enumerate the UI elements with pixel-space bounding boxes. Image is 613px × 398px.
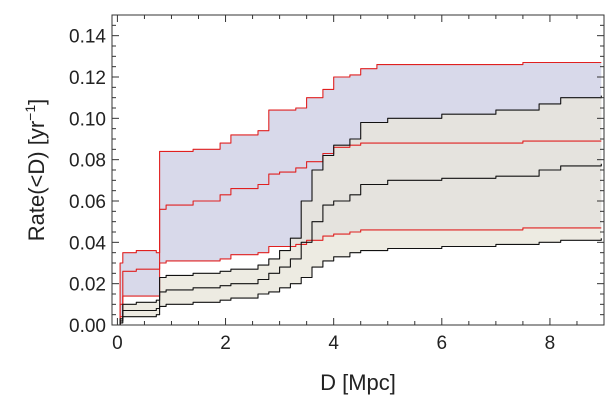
y-axis-title-exponent: −1: [22, 105, 38, 121]
y-axis-title-suffix: ]: [24, 99, 49, 105]
bands-layer: [117, 62, 602, 325]
ticks-layer: [112, 14, 605, 326]
y-tick-label: 0.00: [69, 316, 106, 337]
series-black-middle-line: [117, 163, 602, 326]
x-tick-label: 4: [328, 333, 339, 354]
y-tick-label: 0.06: [69, 192, 106, 213]
band-black-fill: [117, 95, 602, 325]
labels-layer: 0 2 4 6 8 0.00 0.02 0.04 0.06 0.08 0.10 0.12 0.14: [69, 27, 555, 354]
x-tick-label: 6: [437, 333, 448, 354]
x-tick-label: 0: [112, 333, 123, 354]
series-red-middle-line: [117, 140, 602, 326]
x-tick-label: 2: [220, 333, 231, 354]
y-tick-label: 0.10: [69, 109, 106, 130]
y-tick-label: 0.12: [69, 68, 106, 89]
series-black-upper-line: [117, 95, 602, 326]
y-tick-label: 0.04: [69, 233, 106, 254]
y-tick-label: 0.02: [69, 275, 106, 296]
x-axis-title: D [Mpc]: [320, 370, 396, 395]
y-axis-title-prefix: Rate(<D) [yr: [24, 121, 49, 241]
series-red-lower-line: [117, 227, 602, 326]
y-tick-label: 0.08: [69, 151, 106, 172]
x-tick-label: 8: [545, 333, 556, 354]
series-red-upper-line: [117, 61, 602, 326]
series-black-lower-line: [117, 238, 602, 326]
y-axis-title: Rate(<D) [yr−1]: [22, 99, 49, 242]
y-tick-label: 0.14: [69, 27, 106, 48]
lines-layer: [117, 61, 602, 326]
